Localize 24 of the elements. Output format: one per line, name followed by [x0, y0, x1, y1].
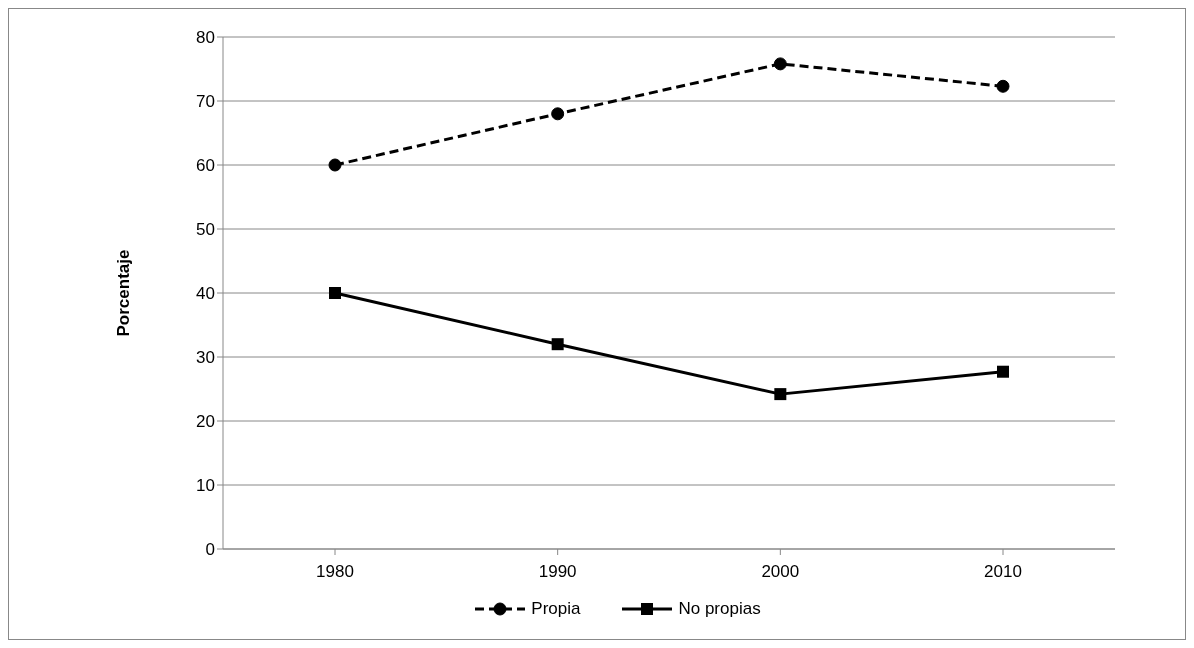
legend-label: No propias [678, 599, 761, 619]
x-tick-label: 2000 [761, 562, 800, 582]
x-tick-label: 1980 [316, 562, 354, 582]
y-tick-label: 40 [196, 284, 215, 304]
point [773, 57, 787, 71]
x-tick-label: 2010 [984, 562, 1022, 582]
y-axis-title: Porcentaje [114, 249, 134, 337]
point [551, 107, 565, 121]
point [329, 287, 341, 299]
point [996, 79, 1010, 93]
y-tick-label: 80 [196, 28, 215, 48]
point [551, 338, 564, 351]
y-tick-label: 60 [196, 156, 215, 176]
point [774, 388, 787, 401]
point [997, 365, 1009, 378]
y-tick-label: 0 [205, 540, 215, 560]
legend-label: Propia [531, 599, 581, 619]
y-tick-label: 50 [196, 220, 215, 240]
y-tick-label: 30 [196, 348, 215, 368]
y-tick-label: 10 [196, 476, 215, 496]
x-tick-label: 1990 [538, 562, 577, 582]
y-tick-label: 20 [196, 412, 215, 432]
point [328, 158, 342, 172]
y-tick-label: 70 [196, 92, 215, 112]
